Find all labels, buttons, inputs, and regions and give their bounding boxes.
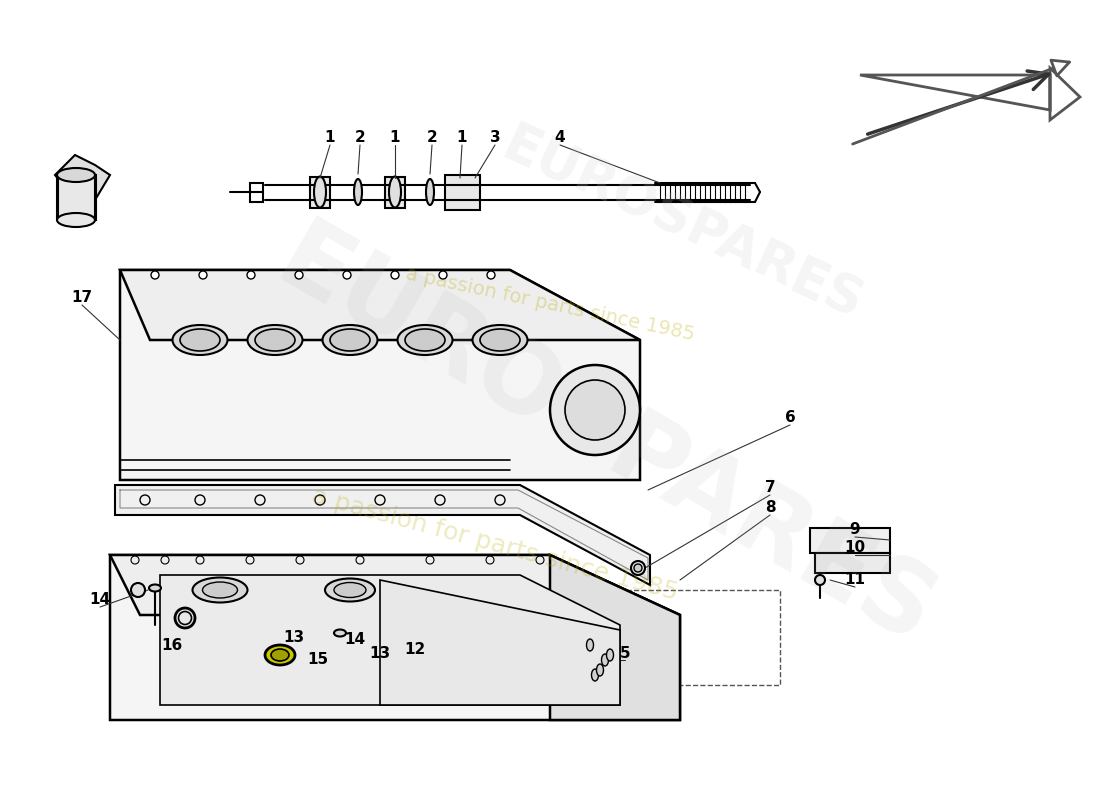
Ellipse shape xyxy=(390,271,399,279)
Ellipse shape xyxy=(57,213,95,227)
Ellipse shape xyxy=(606,649,614,661)
Ellipse shape xyxy=(322,325,377,355)
Ellipse shape xyxy=(175,608,195,628)
Ellipse shape xyxy=(397,325,452,355)
Ellipse shape xyxy=(202,582,238,598)
Polygon shape xyxy=(385,177,405,208)
Polygon shape xyxy=(860,68,1080,120)
Ellipse shape xyxy=(148,585,161,591)
Polygon shape xyxy=(55,155,110,200)
Text: 9: 9 xyxy=(849,522,860,538)
Polygon shape xyxy=(110,555,680,615)
Text: 14: 14 xyxy=(89,593,111,607)
Ellipse shape xyxy=(480,329,520,351)
Ellipse shape xyxy=(295,271,302,279)
Ellipse shape xyxy=(248,325,302,355)
Text: 12: 12 xyxy=(405,642,426,658)
Polygon shape xyxy=(550,555,680,720)
Text: 8: 8 xyxy=(764,501,776,515)
Text: 11: 11 xyxy=(845,573,866,587)
Text: 6: 6 xyxy=(784,410,795,426)
Text: 10: 10 xyxy=(845,541,866,555)
Ellipse shape xyxy=(255,329,295,351)
Ellipse shape xyxy=(180,329,220,351)
Ellipse shape xyxy=(173,325,228,355)
Text: 16: 16 xyxy=(162,638,183,653)
Polygon shape xyxy=(250,183,263,202)
Text: 4: 4 xyxy=(554,130,565,146)
Polygon shape xyxy=(116,485,650,585)
Ellipse shape xyxy=(131,583,145,597)
Text: 2: 2 xyxy=(427,130,438,146)
Ellipse shape xyxy=(192,578,248,602)
Ellipse shape xyxy=(389,177,402,207)
Text: EUROSPARES: EUROSPARES xyxy=(494,118,870,330)
Text: 1: 1 xyxy=(456,130,468,146)
Ellipse shape xyxy=(324,578,375,602)
Ellipse shape xyxy=(330,329,370,351)
Text: 14: 14 xyxy=(344,633,365,647)
Text: 2: 2 xyxy=(354,130,365,146)
Text: a passion for parts since 1985: a passion for parts since 1985 xyxy=(309,483,681,605)
Ellipse shape xyxy=(550,365,640,455)
Ellipse shape xyxy=(151,271,160,279)
Polygon shape xyxy=(120,270,640,340)
Text: 5: 5 xyxy=(619,646,630,661)
Text: a passion for parts since 1985: a passion for parts since 1985 xyxy=(404,264,696,344)
Ellipse shape xyxy=(592,669,598,681)
Ellipse shape xyxy=(473,325,528,355)
Ellipse shape xyxy=(405,329,446,351)
Text: 1: 1 xyxy=(389,130,400,146)
Ellipse shape xyxy=(439,271,447,279)
Polygon shape xyxy=(446,175,480,210)
Ellipse shape xyxy=(596,664,604,676)
Polygon shape xyxy=(160,575,620,705)
Ellipse shape xyxy=(314,177,326,207)
Ellipse shape xyxy=(334,630,346,637)
Text: 1: 1 xyxy=(324,130,336,146)
Ellipse shape xyxy=(426,179,434,205)
Polygon shape xyxy=(120,270,640,480)
Ellipse shape xyxy=(487,271,495,279)
Polygon shape xyxy=(379,580,620,705)
Ellipse shape xyxy=(634,564,642,572)
Polygon shape xyxy=(110,555,680,720)
Ellipse shape xyxy=(631,561,645,575)
Bar xyxy=(560,590,780,685)
Text: 15: 15 xyxy=(307,653,329,667)
Ellipse shape xyxy=(565,380,625,440)
Text: 13: 13 xyxy=(370,646,390,662)
Ellipse shape xyxy=(271,649,289,661)
Ellipse shape xyxy=(586,639,594,651)
Text: 3: 3 xyxy=(490,130,500,146)
Bar xyxy=(815,553,890,573)
Bar xyxy=(58,175,96,220)
Ellipse shape xyxy=(602,654,608,666)
Bar xyxy=(810,528,890,553)
Text: 13: 13 xyxy=(284,630,305,646)
Text: 17: 17 xyxy=(72,290,92,306)
Ellipse shape xyxy=(265,645,295,665)
Polygon shape xyxy=(310,177,330,208)
Ellipse shape xyxy=(57,168,95,182)
Ellipse shape xyxy=(199,271,207,279)
Text: 7: 7 xyxy=(764,481,776,495)
Ellipse shape xyxy=(815,575,825,585)
Ellipse shape xyxy=(343,271,351,279)
Ellipse shape xyxy=(334,582,366,598)
Ellipse shape xyxy=(354,179,362,205)
Text: EUROSPARES: EUROSPARES xyxy=(260,213,950,667)
Ellipse shape xyxy=(248,271,255,279)
